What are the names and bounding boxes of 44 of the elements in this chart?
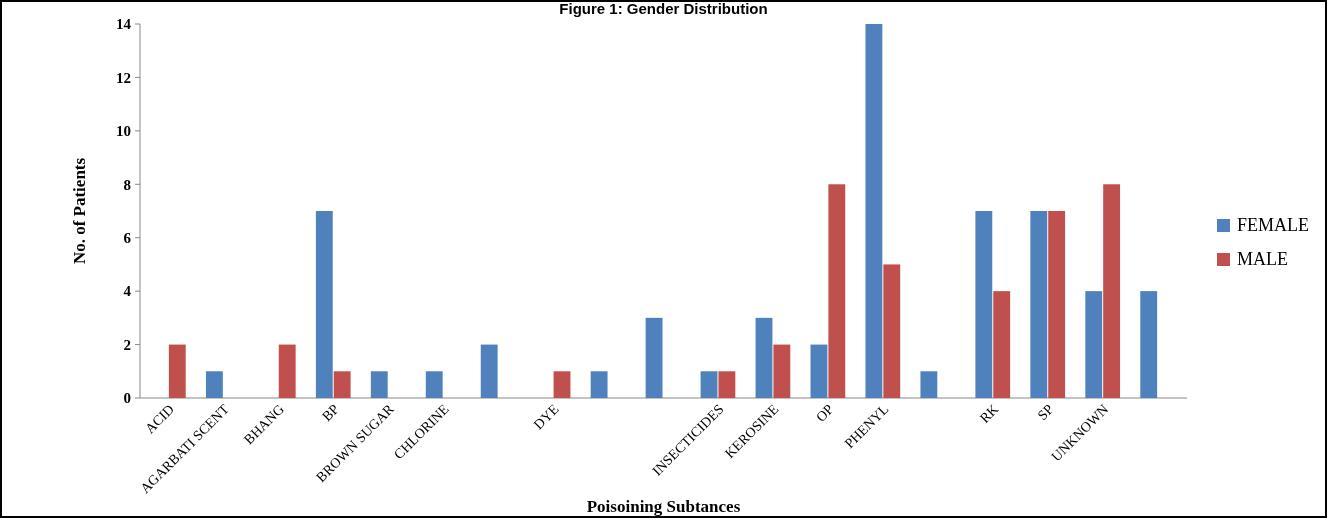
- bar: [828, 184, 846, 398]
- x-tick-label: SP: [1034, 401, 1057, 424]
- y-tick-label: 0: [123, 390, 131, 407]
- bar: [993, 291, 1011, 398]
- bar: [205, 371, 223, 398]
- bar: [755, 317, 773, 398]
- bar: [1048, 211, 1066, 398]
- bar: [718, 371, 736, 398]
- bar: [333, 371, 351, 398]
- x-tick-label: OP: [813, 401, 837, 425]
- x-axis-title: Poisoining Subtances: [586, 497, 741, 516]
- bar: [278, 344, 296, 398]
- x-tick-label: BP: [319, 401, 343, 425]
- bar: [810, 344, 828, 398]
- bar: [370, 371, 388, 398]
- bar: [1085, 291, 1103, 398]
- y-axis-title: No. of Patients: [70, 157, 89, 265]
- legend-label: MALE: [1237, 249, 1288, 269]
- bar: [920, 371, 938, 398]
- bar: [865, 24, 883, 398]
- y-tick-label: 14: [116, 16, 132, 33]
- bar: [425, 371, 443, 398]
- bar: [645, 317, 663, 398]
- y-tick-label: 2: [123, 336, 131, 353]
- bar: [1030, 211, 1048, 398]
- y-tick-label: 6: [123, 229, 132, 246]
- bar: [1140, 291, 1158, 398]
- bar: [553, 371, 571, 398]
- bar: [480, 344, 498, 398]
- bar: [168, 344, 186, 398]
- y-tick-label: 12: [116, 69, 131, 86]
- chart-title: Figure 1: Gender Distribution: [559, 0, 768, 17]
- bar: [883, 264, 901, 398]
- bar: [315, 211, 333, 398]
- y-tick-label: 8: [123, 176, 131, 193]
- bar: [975, 211, 993, 398]
- bar: [773, 344, 791, 398]
- bar: [590, 371, 608, 398]
- x-tick-label: RK: [977, 401, 1002, 426]
- legend-label: FEMALE: [1237, 215, 1309, 235]
- y-tick-label: 4: [123, 283, 132, 300]
- bar: [1103, 184, 1121, 398]
- bar: [700, 371, 718, 398]
- y-tick-label: 10: [116, 123, 131, 140]
